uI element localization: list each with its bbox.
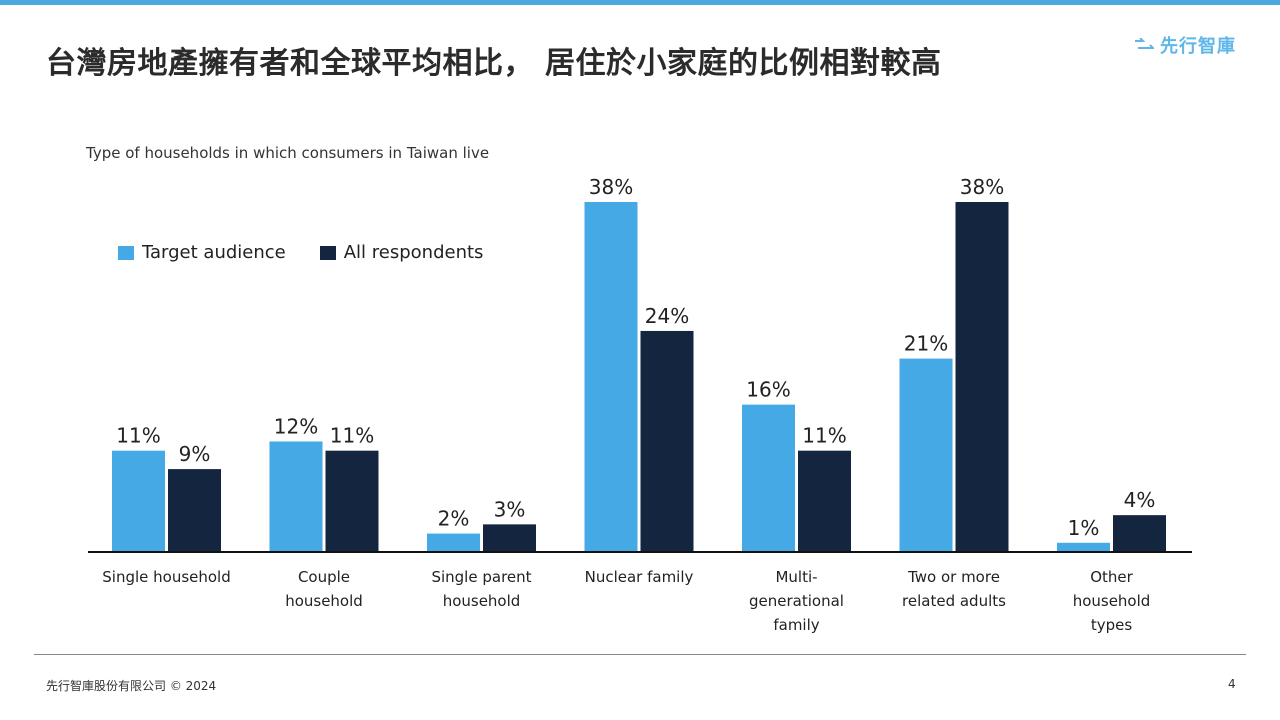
legend-label-target-audience: Target audience: [142, 242, 286, 263]
data-label-all-respondents: 11%: [802, 424, 846, 448]
data-label-target-audience: 2%: [438, 507, 470, 531]
data-label-all-respondents: 9%: [179, 442, 211, 466]
category-label: household: [1073, 592, 1151, 610]
data-label-all-respondents: 24%: [645, 304, 689, 328]
bar-target-audience: [1057, 542, 1110, 552]
legend-item-target-audience: Target audience: [118, 242, 286, 263]
data-label-all-respondents: 11%: [330, 424, 374, 448]
category-label: Single parent: [431, 568, 531, 586]
data-label-all-respondents: 3%: [494, 497, 526, 521]
category-label: family: [773, 616, 819, 634]
category-label: Two or more: [907, 568, 1000, 586]
bar-all-respondents: [640, 330, 694, 552]
bar-target-audience: [742, 404, 795, 552]
category-label: household: [285, 592, 363, 610]
bar-all-respondents: [1113, 515, 1166, 552]
chart-title: Type of households in which consumers in…: [86, 144, 490, 162]
category-label: generational: [749, 592, 844, 610]
category-label: Nuclear family: [585, 568, 694, 586]
category-label: Other: [1090, 568, 1133, 586]
data-label-target-audience: 11%: [116, 424, 160, 448]
category-label: Multi-: [775, 568, 817, 586]
logo-text: 先行智庫: [1160, 36, 1236, 57]
footer-company: 先行智庫股份有限公司 © 2024: [46, 679, 217, 693]
legend-swatch-target-audience: [118, 245, 134, 260]
legend-label-all-respondents: All respondents: [343, 242, 484, 263]
top-accent-bar: [0, 0, 1280, 5]
data-label-target-audience: 21%: [904, 332, 948, 356]
legend-swatch-all-respondents: [319, 245, 336, 260]
bar-target-audience: [427, 533, 480, 552]
category-label: household: [443, 592, 521, 610]
bar-all-respondents: [168, 469, 221, 552]
category-label: Couple: [298, 568, 350, 586]
bar-target-audience: [584, 202, 638, 552]
category-label: Single household: [102, 568, 231, 586]
data-label-target-audience: 1%: [1068, 516, 1100, 540]
legend-item-all-respondents: All respondents: [319, 242, 484, 263]
bar-all-respondents: [483, 524, 536, 552]
data-label-all-respondents: 38%: [960, 175, 1004, 199]
data-label-target-audience: 38%: [589, 175, 633, 199]
bar-target-audience: [269, 441, 323, 552]
page-title: 台灣房地產擁有者和全球平均相比， 居住於小家庭的比例相對較高: [46, 46, 942, 81]
bar-all-respondents: [798, 450, 851, 552]
category-label: types: [1091, 616, 1133, 634]
footer-divider: [34, 654, 1246, 655]
bar-all-respondents: [955, 202, 1009, 552]
bar-target-audience: [112, 450, 165, 552]
page-number: 4: [1228, 677, 1236, 691]
company-logo: 先行智庫: [1134, 32, 1236, 58]
logo-icon: [1135, 38, 1154, 49]
data-label-target-audience: 16%: [746, 378, 790, 402]
chart-legend: Target audience All respondents: [118, 242, 517, 263]
data-label-target-audience: 12%: [274, 414, 318, 438]
bar-all-respondents: [325, 450, 379, 552]
category-label: related adults: [902, 592, 1006, 610]
bar-target-audience: [899, 358, 953, 552]
data-label-all-respondents: 4%: [1124, 488, 1156, 512]
